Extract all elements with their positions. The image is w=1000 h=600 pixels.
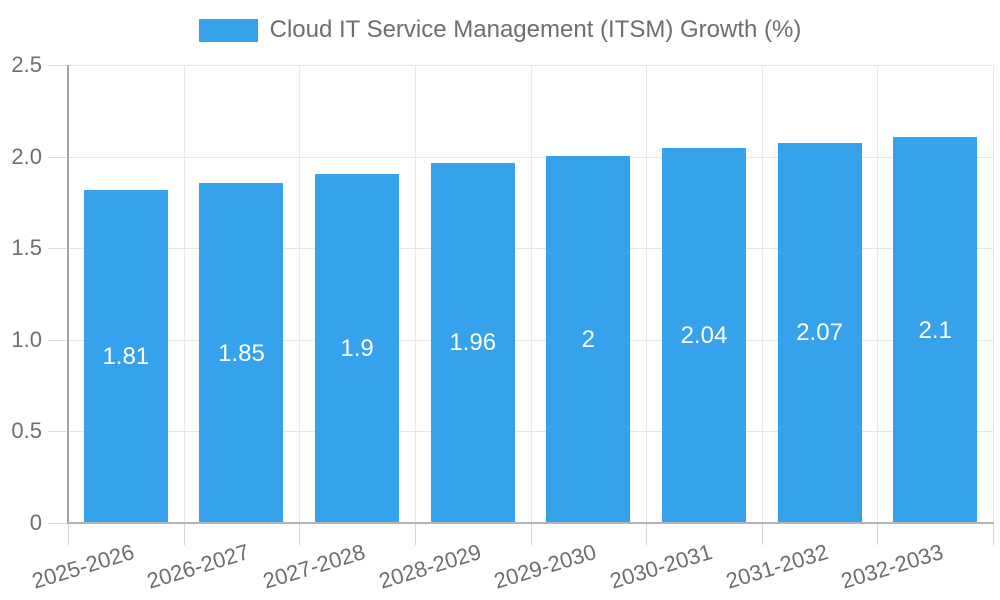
x-axis-tick: [646, 523, 648, 545]
x-gridline: [993, 65, 994, 523]
y-axis-tick: [48, 339, 68, 341]
x-axis-tick: [299, 523, 301, 545]
x-axis-category-label: 2028-2029: [375, 539, 484, 594]
x-axis-tick: [993, 523, 994, 545]
y-axis-tick: [48, 523, 68, 524]
x-axis-tick: [761, 523, 763, 545]
bar-value-label: 2: [581, 325, 595, 353]
x-axis-tick: [877, 523, 879, 545]
x-axis-tick: [414, 523, 416, 545]
bar[interactable]: [83, 190, 168, 522]
x-axis-category-label: 2026-2027: [144, 539, 253, 594]
y-axis-tick: [48, 65, 68, 66]
legend-swatch: [198, 18, 258, 42]
bar[interactable]: [893, 137, 978, 522]
bar-value-label: 1.81: [102, 343, 150, 371]
y-axis-tick-label: 0.5: [11, 418, 42, 444]
bar[interactable]: [315, 173, 400, 522]
x-axis-category-label: 2029-2030: [491, 539, 600, 594]
bar[interactable]: [546, 155, 631, 522]
y-axis-tick-label: 0: [29, 510, 42, 535]
bar-value-label: 2.07: [796, 319, 843, 347]
y-axis-tick: [48, 248, 68, 250]
x-axis-line: [67, 522, 994, 524]
y-axis-tick: [48, 156, 68, 158]
y-axis-tick-label: 2.5: [11, 52, 42, 77]
x-axis-category-label: 2030-2031: [607, 539, 715, 594]
legend-label: Cloud IT Service Management (ITSM) Growt…: [269, 16, 802, 43]
x-gridline: [646, 65, 648, 523]
x-axis-tick: [68, 523, 69, 545]
bar[interactable]: [199, 183, 284, 522]
x-axis-tick: [530, 523, 532, 545]
x-axis-tick: [183, 523, 185, 545]
bar[interactable]: [777, 142, 862, 522]
y-axis-tick-label: 1.0: [11, 326, 42, 352]
x-gridline: [761, 65, 763, 523]
y-axis-tick-label: 2.0: [11, 143, 42, 169]
bar-value-label: 1.85: [218, 339, 265, 367]
x-axis-category-label: 2031-2032: [722, 539, 831, 594]
y-axis-line: [67, 65, 69, 523]
y-axis-tick-label: 1.5: [11, 235, 42, 261]
plot-area: 0 0.5 1.0 1.5 2.0 2.5 1.81 2025-2026 1.85 2026-20…: [11, 52, 994, 594]
x-gridline: [877, 65, 879, 523]
x-gridline: [299, 65, 301, 523]
x-axis-category-label: 2032-2033: [838, 539, 947, 594]
bar[interactable]: [430, 162, 515, 522]
bar-value-label: 1.9: [340, 334, 374, 362]
legend-item[interactable]: Cloud IT Service Management (ITSM) Growt…: [0, 16, 1000, 44]
x-gridline: [183, 65, 185, 523]
bar-value-label: 2.04: [680, 322, 728, 350]
bar[interactable]: [661, 148, 746, 522]
x-gridline: [530, 65, 532, 523]
x-gridline: [414, 65, 416, 523]
x-axis-category-label: 2025-2026: [28, 539, 137, 594]
bar-value-label: 1.96: [449, 329, 497, 357]
y-axis-tick: [48, 431, 68, 433]
bar-value-label: 2.1: [918, 316, 952, 344]
x-axis-category-label: 2027-2028: [260, 539, 369, 594]
